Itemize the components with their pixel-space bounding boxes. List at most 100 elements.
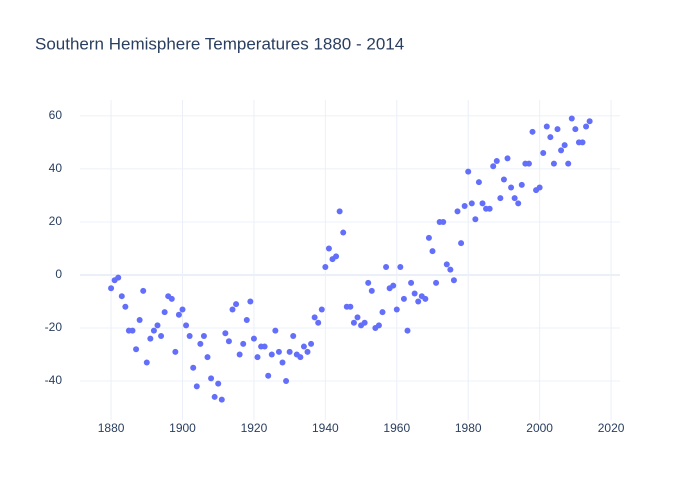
point (425, 234, 432, 241)
point (433, 279, 440, 286)
point (158, 332, 165, 339)
chart-title: Southern Hemisphere Temperatures 1880 - … (35, 34, 404, 53)
point (236, 351, 243, 358)
point (354, 314, 361, 321)
point (347, 303, 354, 310)
point (565, 160, 572, 167)
point (579, 139, 586, 146)
point (115, 274, 122, 281)
point (411, 290, 418, 297)
point (279, 359, 286, 366)
point (375, 322, 382, 329)
point (379, 309, 386, 316)
point (404, 327, 411, 334)
point (143, 359, 150, 366)
y-tick-label: -40 (45, 373, 63, 387)
point (350, 319, 357, 326)
point (168, 295, 175, 302)
point (243, 317, 250, 324)
point (218, 396, 225, 403)
point (586, 118, 593, 125)
point (204, 354, 211, 361)
x-tick-label: 2000 (526, 421, 553, 435)
point (161, 309, 168, 316)
x-tick-label: 1900 (169, 421, 196, 435)
point (461, 203, 468, 210)
y-tick-label: 20 (49, 214, 63, 228)
point (179, 306, 186, 313)
point (308, 340, 315, 347)
y-tick-label: 40 (49, 161, 63, 175)
point (215, 380, 222, 387)
point (190, 364, 197, 371)
point (583, 123, 590, 130)
point (554, 126, 561, 133)
point (361, 319, 368, 326)
point (572, 126, 579, 133)
point (511, 195, 518, 202)
point (540, 150, 547, 157)
point (197, 340, 204, 347)
point (318, 306, 325, 313)
point (311, 314, 318, 321)
point (133, 346, 140, 353)
point (458, 240, 465, 247)
point (290, 332, 297, 339)
point (422, 295, 429, 302)
point (229, 306, 236, 313)
point (400, 295, 407, 302)
point (440, 218, 447, 225)
point (140, 287, 147, 294)
point (283, 378, 290, 385)
point (333, 253, 340, 260)
point (529, 128, 536, 135)
point (208, 375, 215, 382)
point (390, 282, 397, 289)
x-tick-label: 1940 (312, 421, 339, 435)
point (265, 372, 272, 379)
point (300, 343, 307, 350)
point (500, 176, 507, 183)
point (525, 160, 532, 167)
point (550, 160, 557, 167)
x-tick-label: 1920 (241, 421, 268, 435)
point (136, 317, 143, 324)
point (479, 200, 486, 207)
point (240, 340, 247, 347)
point (129, 327, 136, 334)
point (450, 277, 457, 284)
point (297, 354, 304, 361)
point (497, 195, 504, 202)
point (443, 261, 450, 268)
point (468, 200, 475, 207)
x-tick-label: 2020 (598, 421, 625, 435)
point (558, 147, 565, 154)
point (233, 301, 240, 308)
point (175, 311, 182, 318)
point (108, 285, 115, 292)
point (250, 335, 257, 342)
point (508, 184, 515, 191)
point (504, 155, 511, 162)
point (172, 348, 179, 355)
point (200, 332, 207, 339)
point (475, 179, 482, 186)
point (286, 348, 293, 355)
point (247, 298, 254, 305)
point (490, 163, 497, 170)
point (561, 142, 568, 149)
point (397, 264, 404, 271)
point (275, 348, 282, 355)
point (472, 216, 479, 223)
point (272, 327, 279, 334)
point (147, 335, 154, 342)
point (268, 351, 275, 358)
point (340, 229, 347, 236)
point (493, 157, 500, 164)
point (465, 168, 472, 175)
point (150, 327, 157, 334)
point (515, 200, 522, 207)
point (325, 245, 332, 252)
point (454, 208, 461, 215)
